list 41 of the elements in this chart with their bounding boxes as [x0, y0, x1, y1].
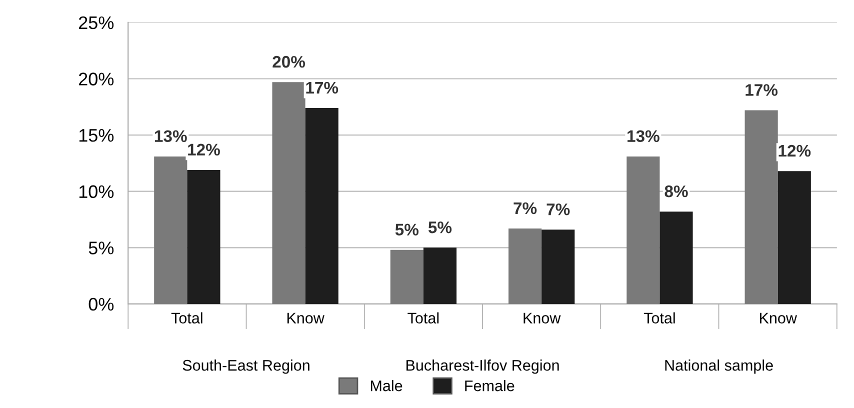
text: South-East Region: [182, 360, 310, 374]
bar: [305, 108, 338, 304]
data-label: 5%: [428, 221, 452, 234]
text: National sample: [665, 360, 773, 374]
data-label: 8%: [664, 185, 688, 198]
x-tick-label: Total: [171, 312, 202, 324]
x-tick-label: Know: [524, 312, 561, 324]
x-tick-label: Total: [644, 312, 675, 324]
data-label: 13%: [155, 130, 187, 142]
bar: [508, 228, 542, 304]
bar: [187, 170, 220, 304]
y-tick-label: 20%: [78, 72, 114, 86]
data-label: 5%: [395, 224, 419, 236]
data-label: 20%: [272, 56, 306, 68]
data-label: 17%: [306, 82, 338, 94]
bar: [626, 156, 660, 304]
data-label: 7%: [546, 203, 570, 216]
text: Bucharest-Ilfov Region: [406, 360, 559, 374]
bar: [272, 82, 306, 304]
y-tick-label: 0%: [88, 298, 114, 311]
data-label: 7%: [514, 202, 537, 214]
bar: [744, 110, 778, 304]
data-label: 17%: [746, 84, 778, 96]
bar: [660, 212, 693, 304]
y-tick-label: 15%: [79, 129, 114, 142]
bar: [778, 171, 811, 304]
bar: [154, 156, 188, 304]
data-label: 12%: [778, 144, 811, 157]
bar: [423, 248, 457, 304]
data-label: 12%: [188, 144, 220, 156]
bar: [390, 250, 424, 304]
x-tick-label: Total: [408, 312, 439, 324]
x-tick-label: Know: [760, 312, 797, 324]
bar: [542, 230, 575, 304]
data-label: 13%: [628, 130, 660, 142]
y-tick-label: 10%: [79, 185, 114, 198]
y-tick-label: 25%: [78, 16, 114, 30]
legend-label: Female: [465, 380, 514, 392]
x-tick-label: Know: [287, 312, 324, 324]
y-tick-label: 5%: [88, 242, 114, 254]
legend-label: Male: [370, 380, 402, 392]
